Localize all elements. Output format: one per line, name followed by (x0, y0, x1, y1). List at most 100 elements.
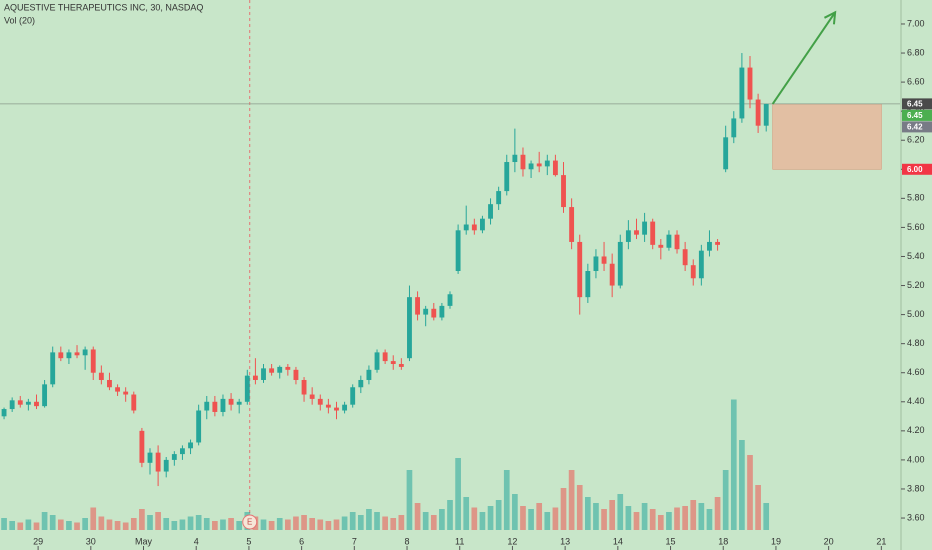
y-tick-label: 4.20 (907, 425, 925, 435)
y-tick-label: 7.00 (907, 18, 925, 28)
volume-bar (463, 497, 470, 530)
volume-bar (171, 521, 178, 530)
earnings-badge (242, 514, 258, 530)
volume-bar (479, 512, 486, 530)
volume-bar (195, 515, 202, 530)
candle-body (739, 67, 745, 119)
candle-body (309, 394, 315, 399)
y-tick-label: 4.60 (907, 367, 925, 377)
volume-bar (552, 507, 559, 530)
volume-bar (98, 516, 105, 530)
candle-body (25, 401, 31, 405)
candle-body (123, 391, 129, 395)
candle-body (431, 308, 437, 318)
volume-bar (17, 522, 24, 530)
volume-bar (357, 515, 364, 530)
candle-body (90, 349, 96, 373)
volume-bar (382, 516, 388, 530)
volume-bar (414, 503, 421, 530)
volume-bar (374, 512, 380, 530)
volume-bar (82, 518, 88, 530)
volume-bar (139, 509, 145, 530)
volume-bar (430, 515, 437, 530)
candle-body (139, 430, 145, 463)
volume-bar (487, 506, 494, 530)
candle-body (577, 241, 583, 298)
x-tick-label: 20 (824, 536, 834, 546)
volume-bar (706, 509, 713, 530)
x-tick-label: 7 (352, 536, 357, 546)
candle-body (463, 224, 469, 231)
candle-body (261, 368, 266, 380)
candle-body (520, 154, 526, 170)
volume-bar (422, 512, 429, 530)
candle-body (358, 379, 364, 388)
candle-body (423, 308, 429, 315)
volume-bar (203, 518, 210, 530)
chart-title: AQUESTIVE THERAPEUTICS INC, 30, NASDAQ (4, 2, 203, 12)
x-tick-label: 15 (666, 536, 676, 546)
candle-body (155, 452, 161, 472)
candle-body (1, 409, 7, 417)
volume-bar (309, 518, 315, 530)
volume-bar (568, 470, 575, 530)
x-tick-label: 13 (560, 536, 570, 546)
volume-bar (1, 518, 7, 530)
candle-body (342, 404, 348, 411)
candle-body (569, 207, 575, 242)
volume-bar (633, 512, 640, 530)
y-tick-label: 5.60 (907, 222, 925, 232)
candle-body (204, 401, 210, 411)
candle-body (236, 401, 242, 405)
volume-bar (285, 519, 291, 530)
candle-body (407, 297, 412, 359)
candle-body (382, 352, 388, 362)
volume-bar (576, 485, 583, 530)
candle-body (74, 352, 80, 356)
price-label: 6.45 (907, 100, 923, 109)
candle-body (334, 407, 339, 411)
candle-body (682, 249, 688, 266)
volume-bar (495, 500, 502, 530)
volume-bar (714, 497, 721, 530)
y-tick-label: 5.00 (907, 309, 925, 319)
candle-body (220, 398, 226, 412)
volume-bar (739, 440, 745, 530)
candle-body (131, 394, 137, 411)
candle-body (439, 305, 445, 318)
volume-bar (90, 507, 97, 530)
volume-bar (544, 512, 551, 530)
volume-bar (406, 470, 413, 530)
price-label-box (902, 109, 932, 121)
volume-bar (698, 503, 705, 530)
volume-bar (471, 507, 478, 530)
y-tick-label: 5.80 (907, 193, 925, 203)
candle-body (269, 368, 275, 373)
candle-body (528, 163, 534, 170)
candle-body (42, 384, 48, 407)
volume-bar (503, 470, 510, 530)
volume-bar (763, 503, 770, 530)
candle-body (9, 400, 15, 410)
candle-body (593, 256, 599, 272)
candle-body (658, 244, 664, 248)
volume-bar (317, 519, 324, 530)
volume-bar (325, 521, 332, 530)
candle-body (350, 387, 356, 405)
price-label-box (902, 163, 932, 175)
candle-body (196, 410, 202, 443)
volume-title: Vol (20) (4, 15, 35, 25)
candle-body (690, 265, 696, 279)
candle-body (415, 297, 420, 315)
y-tick-label: 4.80 (907, 338, 925, 348)
candle-body (325, 404, 331, 408)
volume-bar (301, 515, 307, 530)
candle-body (455, 230, 461, 272)
candle-body (512, 154, 518, 163)
candle-body (504, 162, 510, 192)
volume-bar (25, 519, 32, 530)
y-tick-label: 4.40 (907, 396, 925, 406)
candle-body (707, 241, 712, 251)
x-tick-label: 30 (86, 536, 96, 546)
volume-bar (682, 506, 688, 530)
